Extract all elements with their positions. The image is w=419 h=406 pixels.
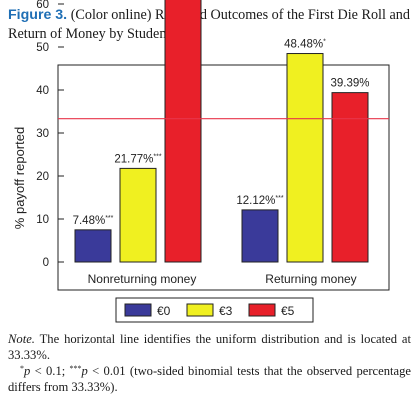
- y-tick-label: 40: [36, 85, 49, 97]
- legend-swatch: [124, 303, 152, 317]
- category-label: Returning money: [265, 272, 356, 286]
- significance-stars: ***: [105, 215, 113, 222]
- legend-swatch: [248, 303, 276, 317]
- bar: [331, 92, 369, 263]
- significance-stars: ***: [275, 195, 283, 202]
- y-tick-label: 30: [36, 128, 49, 140]
- sig1-p: p: [24, 364, 31, 378]
- sig1-text: < 0.1;: [30, 364, 70, 378]
- bar: [74, 229, 112, 263]
- sig2-text: < 0.01 (two-sided binomial tests that th…: [8, 364, 411, 394]
- y-tick-label: 60: [36, 0, 49, 11]
- bar: [164, 0, 202, 263]
- legend-label: €5: [281, 304, 295, 318]
- note-label: Note.: [8, 332, 35, 346]
- y-tick-label: 10: [36, 214, 49, 226]
- y-axis-label: % payoff reported: [12, 127, 27, 229]
- data-label: 39.39%: [330, 78, 369, 90]
- data-label: 7.48%***: [73, 215, 114, 227]
- note-text: The horizontal line identifies the unifo…: [8, 332, 411, 362]
- data-label: 12.12%***: [236, 195, 283, 207]
- bar: [286, 53, 324, 263]
- figure-label: Figure 3.: [8, 7, 68, 23]
- y-tick-label: 0: [43, 257, 49, 269]
- significance-stars: *: [323, 39, 326, 46]
- bar: [241, 209, 279, 263]
- category-label: Nonreturning money: [88, 272, 197, 286]
- figure-note: Note. The horizontal line identifies the…: [8, 331, 411, 395]
- x-axis-labels: Nonreturning money Returning money: [88, 272, 357, 286]
- legend-label: €3: [219, 304, 233, 318]
- sig2-mark: ***: [69, 364, 82, 373]
- plot-frame: [57, 64, 390, 291]
- bar: [119, 167, 157, 263]
- figure-title: (Color online) Reported Outcomes of the …: [8, 7, 410, 42]
- bars: 7.48%***21.77%***70.75%***12.12%***48.48…: [73, 0, 370, 263]
- sig1-mark: *: [20, 364, 24, 373]
- figure-caption: Figure 3. (Color online) Reported Outcom…: [8, 6, 413, 44]
- data-label: 21.77%***: [114, 153, 161, 165]
- y-axis: 0 10 20 30 40 50 60: [36, 0, 64, 269]
- y-tick-label: 20: [36, 171, 49, 183]
- legend: €0 €3 €5: [115, 297, 314, 323]
- data-label: 48.48%*: [284, 39, 326, 51]
- legend-swatch: [186, 303, 214, 317]
- significance-stars: ***: [153, 153, 161, 160]
- sig2-p: p: [81, 364, 88, 378]
- y-tick-label: 50: [36, 42, 49, 54]
- legend-label: €0: [157, 304, 171, 318]
